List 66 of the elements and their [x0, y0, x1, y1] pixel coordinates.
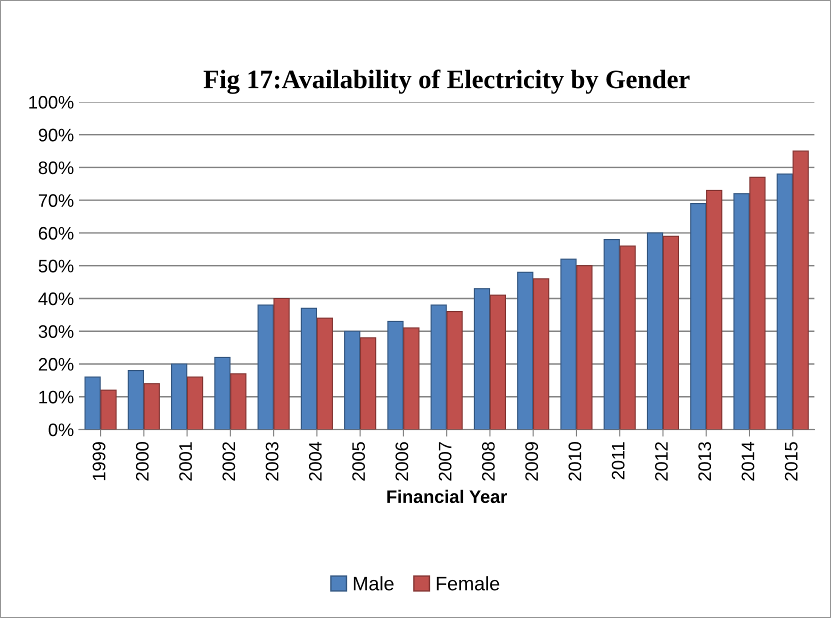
bar: [430, 304, 447, 430]
bar: [128, 370, 144, 430]
x-tick-label: 2000: [136, 442, 149, 481]
bar: [490, 294, 506, 430]
bar: [360, 337, 376, 430]
x-tick-label: 2001: [179, 442, 192, 481]
x-tick-label: 2009: [525, 442, 538, 481]
bar: [403, 327, 420, 430]
bar: [100, 390, 117, 430]
bar: [273, 298, 290, 430]
bar: [214, 356, 231, 430]
y-tick-label: 90%: [38, 128, 74, 142]
bar: [387, 320, 404, 430]
y-tick-label: 60%: [38, 226, 74, 240]
bar: [344, 330, 360, 430]
bar: [144, 383, 160, 430]
bar: [576, 265, 593, 430]
y-tick-label: 100%: [29, 96, 74, 109]
x-tick-label: 2006: [395, 442, 408, 481]
x-tick-label: 2011: [612, 442, 625, 480]
bar: [300, 308, 318, 430]
y-tick-label: 70%: [38, 194, 74, 207]
x-tick-label: 2015: [784, 442, 798, 481]
x-tick-label: 2008: [482, 442, 495, 481]
bar: [749, 176, 766, 430]
bar: [646, 232, 664, 430]
bar: [186, 376, 204, 430]
bar: [604, 238, 620, 430]
y-tick-label: 80%: [38, 161, 74, 174]
x-tick-label: 2007: [438, 442, 452, 481]
bar: [84, 376, 101, 430]
bar: [517, 272, 534, 430]
x-axis-title: Financial Year: [387, 490, 507, 504]
x-tick-label: 2002: [222, 442, 236, 481]
bar: [662, 236, 680, 430]
bar: [533, 278, 550, 430]
x-tick-label: 2014: [742, 442, 754, 481]
legend-label: Female: [436, 576, 500, 590]
y-tick-label: 10%: [39, 390, 74, 404]
bar: [620, 246, 636, 430]
x-tick-label: 2005: [352, 442, 365, 481]
bar: [316, 318, 333, 430]
x-tick-label: 2013: [698, 442, 712, 481]
bar: [776, 173, 793, 430]
y-tick-label: 0%: [48, 423, 74, 436]
x-tick-label: 2003: [266, 442, 278, 481]
x-tick-label: 2004: [308, 442, 322, 481]
bar: [560, 258, 577, 430]
bar: [230, 373, 246, 430]
y-tick-label: 20%: [38, 358, 74, 371]
bar: [792, 150, 809, 430]
bar: [474, 288, 490, 430]
bar: [446, 311, 463, 430]
legend-label: Male: [354, 576, 394, 590]
bar: [706, 190, 722, 430]
x-tick-label: 2010: [568, 442, 582, 481]
bar: [171, 363, 188, 430]
bar: [258, 304, 274, 430]
x-tick-label: 1999: [92, 442, 106, 480]
y-tick-label: 50%: [38, 260, 74, 272]
bar: [690, 202, 706, 430]
chart-title: Fig 17:Availability of Electricity by Gender: [204, 70, 690, 94]
x-tick-label: 2012: [655, 442, 668, 481]
bar: [733, 193, 750, 430]
y-tick-label: 30%: [38, 325, 74, 338]
y-tick-label: 40%: [38, 292, 74, 306]
